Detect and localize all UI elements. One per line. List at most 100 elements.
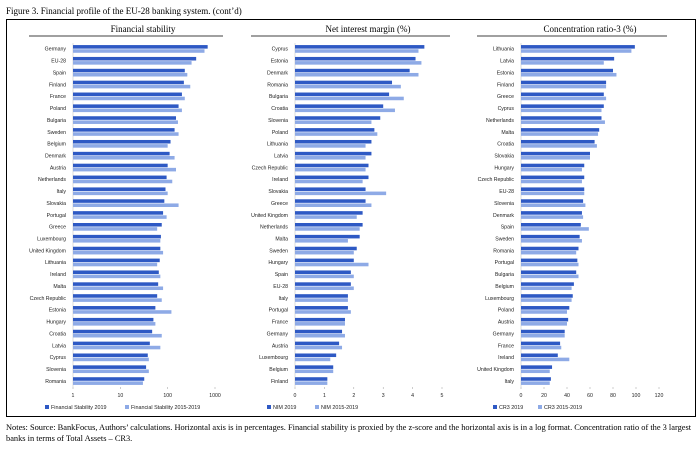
legend-swatch-2019: [267, 405, 271, 409]
bar-2019: [521, 45, 635, 49]
category-label: Cyprus: [272, 47, 289, 53]
chart-panel-3: Concentration ratio-3 (%) 0 20 40 60 80 100 120…: [477, 24, 667, 411]
chart-panel-1: Financial stability 1 10 100 1000 Germany EU-2…: [29, 24, 223, 411]
category-label: Austria: [50, 165, 66, 171]
bar-2015-2019: [73, 227, 158, 231]
bar-2019: [295, 199, 366, 203]
bar-2019: [521, 104, 604, 108]
category-label: EU-28: [273, 284, 288, 290]
bar-2019: [73, 45, 208, 49]
legend-swatch-2019: [45, 405, 49, 409]
bar-2015-2019: [73, 322, 156, 326]
figure-notes: Notes: Source: BankFocus, Authors’ calcu…: [6, 423, 692, 443]
bar-2019: [295, 187, 366, 191]
category-label: Denmark: [267, 70, 288, 76]
category-label: Czech Republic: [30, 296, 67, 302]
bar-2015-2019: [295, 250, 354, 255]
category-label: Denmark: [493, 213, 514, 219]
bar-2015-2019: [295, 179, 363, 184]
bar-2019: [73, 175, 167, 180]
category-label: Czech Republic: [478, 177, 515, 183]
category-label: Slovenia: [46, 367, 66, 373]
x-tick-label: 1: [72, 393, 75, 399]
bar-2015-2019: [73, 49, 205, 53]
x-tick-label: 0: [294, 393, 297, 399]
bar-2015-2019: [73, 120, 178, 124]
bar-2015-2019: [295, 227, 360, 231]
bar-2015-2019: [521, 96, 607, 101]
bar-2015-2019: [73, 96, 185, 101]
bar-2019: [295, 45, 425, 49]
category-label: Netherlands: [38, 177, 66, 183]
bar-2019: [73, 306, 156, 310]
category-label: Greece: [497, 94, 514, 100]
category-label: Austria: [498, 320, 514, 326]
bar-2015-2019: [73, 274, 161, 279]
bar-2019: [73, 270, 159, 275]
x-tick-label: 80: [610, 393, 616, 399]
bar-2015-2019: [521, 333, 565, 338]
category-label: Cyprus: [498, 106, 515, 112]
bar-2019: [73, 80, 184, 85]
bar-2015-2019: [521, 167, 582, 172]
category-label: Spain: [501, 225, 514, 231]
x-tick-label: 1000: [209, 393, 221, 399]
category-label: Netherlands: [486, 118, 514, 124]
bar-2015-2019: [521, 357, 570, 362]
category-label: Germany: [493, 331, 515, 337]
bar-2015-2019: [521, 310, 567, 314]
category-label: Belgium: [269, 367, 288, 373]
bar-2015-2019: [521, 298, 572, 302]
bar-2015-2019: [295, 262, 369, 267]
bar-2015-2019: [73, 333, 162, 338]
bar-2019: [73, 329, 153, 334]
bar-2015-2019: [521, 108, 602, 113]
category-label: Sweden: [495, 237, 514, 243]
bar-2015-2019: [521, 120, 605, 124]
category-label: Sweden: [269, 248, 288, 254]
bar-2015-2019: [295, 345, 343, 350]
x-tick-label: 120: [655, 393, 664, 399]
bar-2015-2019: [295, 61, 422, 65]
bar-2019: [295, 116, 381, 120]
bar-2019: [521, 223, 581, 227]
category-label: Portugal: [47, 213, 66, 219]
legend-label-2015-2019: Financial Stability 2015-2019: [131, 405, 200, 411]
bar-2015-2019: [521, 381, 550, 385]
bar-2019: [73, 139, 171, 144]
bar-2015-2019: [73, 203, 179, 207]
category-label: United Kingdom: [29, 248, 66, 254]
bar-2019: [295, 139, 372, 144]
bar-2019: [295, 246, 357, 251]
category-label: Bulgaria: [495, 272, 514, 278]
category-label: France: [272, 320, 288, 326]
bar-2015-2019: [73, 298, 162, 302]
bar-2019: [73, 92, 182, 97]
category-label: Lithuania: [493, 47, 514, 53]
bar-2019: [73, 211, 164, 215]
bar-2015-2019: [73, 381, 143, 385]
bar-2015-2019: [73, 191, 168, 196]
category-label: Croatia: [49, 331, 66, 337]
category-label: Malta: [501, 130, 514, 136]
bar-2019: [521, 128, 600, 132]
category-label: Slovakia: [268, 189, 288, 195]
bar-2015-2019: [521, 262, 579, 267]
bar-2019: [73, 68, 185, 73]
category-label: Malta: [53, 284, 66, 290]
bar-2019: [73, 151, 170, 156]
bar-2015-2019: [295, 203, 372, 207]
bar-2019: [73, 163, 168, 168]
category-label: Lithuania: [267, 142, 288, 148]
bar-2015-2019: [521, 322, 567, 326]
bar-2015-2019: [521, 61, 604, 65]
bar-2015-2019: [295, 132, 378, 136]
bar-2019: [295, 80, 393, 85]
x-tick-label: 1: [323, 393, 326, 399]
category-label: Cyprus: [50, 355, 67, 361]
bar-2015-2019: [521, 286, 572, 291]
category-label: Hungary: [494, 165, 514, 171]
bar-2019: [73, 294, 158, 298]
bar-2019: [295, 223, 363, 227]
